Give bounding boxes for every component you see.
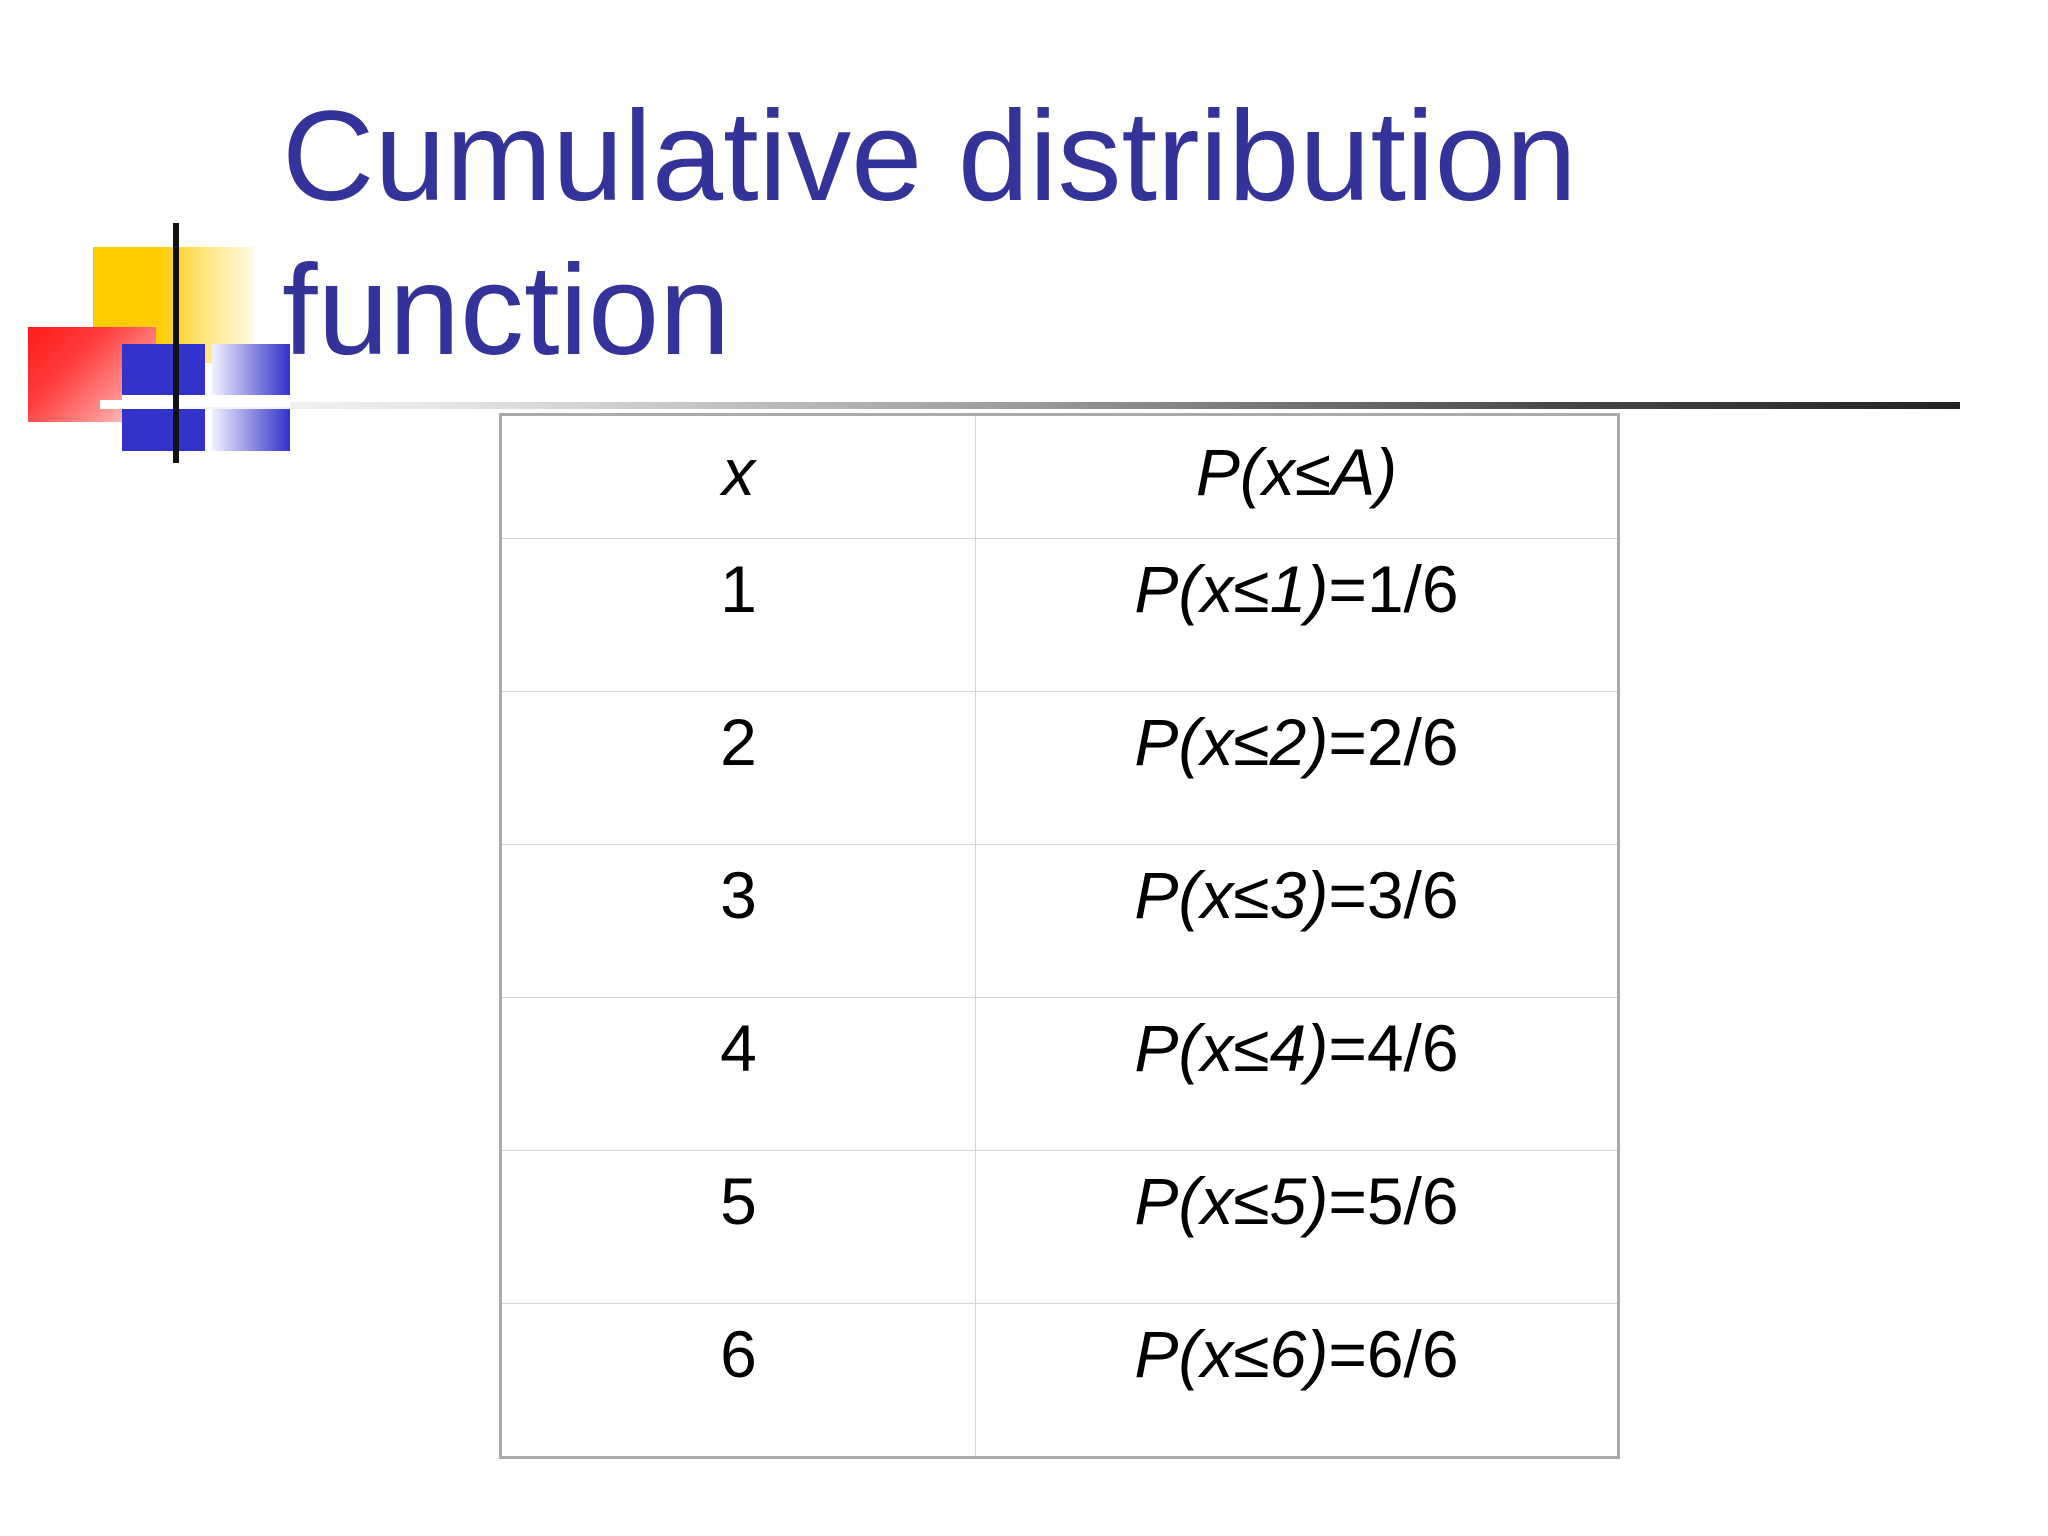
probability-value: =3/6 (1328, 858, 1459, 932)
table-row: 3 P(x≤3)=3/6 (500, 844, 1619, 998)
title-underline-rule (100, 402, 1960, 409)
cell-probability: P(x≤4)=4/6 (975, 997, 1619, 1151)
probability-value: =2/6 (1328, 705, 1459, 779)
table-row: 5 P(x≤5)=5/6 (500, 1150, 1619, 1304)
cell-x: 5 (500, 1150, 976, 1304)
header-probability: P(x≤A) (975, 414, 1619, 539)
probability-expression: P(x≤3) (1134, 858, 1329, 932)
table-row: 4 P(x≤4)=4/6 (500, 997, 1619, 1151)
probability-value: =6/6 (1328, 1317, 1459, 1391)
cell-x: 4 (500, 997, 976, 1151)
cell-probability: P(x≤2)=2/6 (975, 691, 1619, 845)
cell-x: 3 (500, 844, 976, 998)
cell-x: 1 (500, 538, 976, 692)
cell-x: 2 (500, 691, 976, 845)
cell-x: 6 (500, 1303, 976, 1458)
probability-value: =1/6 (1328, 552, 1459, 626)
probability-expression: P(x≤4) (1134, 1011, 1329, 1085)
table-header-row: x P(x≤A) (500, 414, 1619, 539)
cell-probability: P(x≤1)=1/6 (975, 538, 1619, 692)
cell-probability: P(x≤5)=5/6 (975, 1150, 1619, 1304)
table-row: 1 P(x≤1)=1/6 (500, 538, 1619, 692)
probability-expression: P(x≤2) (1134, 705, 1329, 779)
cell-probability: P(x≤3)=3/6 (975, 844, 1619, 998)
header-x: x (500, 414, 976, 539)
table-row: 6 P(x≤6)=6/6 (500, 1303, 1619, 1458)
decor-white-bar (100, 400, 290, 407)
probability-value: =5/6 (1328, 1164, 1459, 1238)
probability-value: =4/6 (1328, 1011, 1459, 1085)
probability-expression: P(x≤6) (1134, 1317, 1329, 1391)
slide-title: Cumulative distribution function (282, 85, 1577, 382)
table-row: 2 P(x≤2)=2/6 (500, 691, 1619, 845)
cdf-table: x P(x≤A) 1 P(x≤1)=1/6 2 P(x≤2)=2/6 3 P(x… (499, 413, 1620, 1459)
cell-probability: P(x≤6)=6/6 (975, 1303, 1619, 1458)
decor-vertical-line (173, 223, 179, 463)
probability-expression: P(x≤1) (1134, 552, 1329, 626)
probability-expression: P(x≤5) (1134, 1164, 1329, 1238)
